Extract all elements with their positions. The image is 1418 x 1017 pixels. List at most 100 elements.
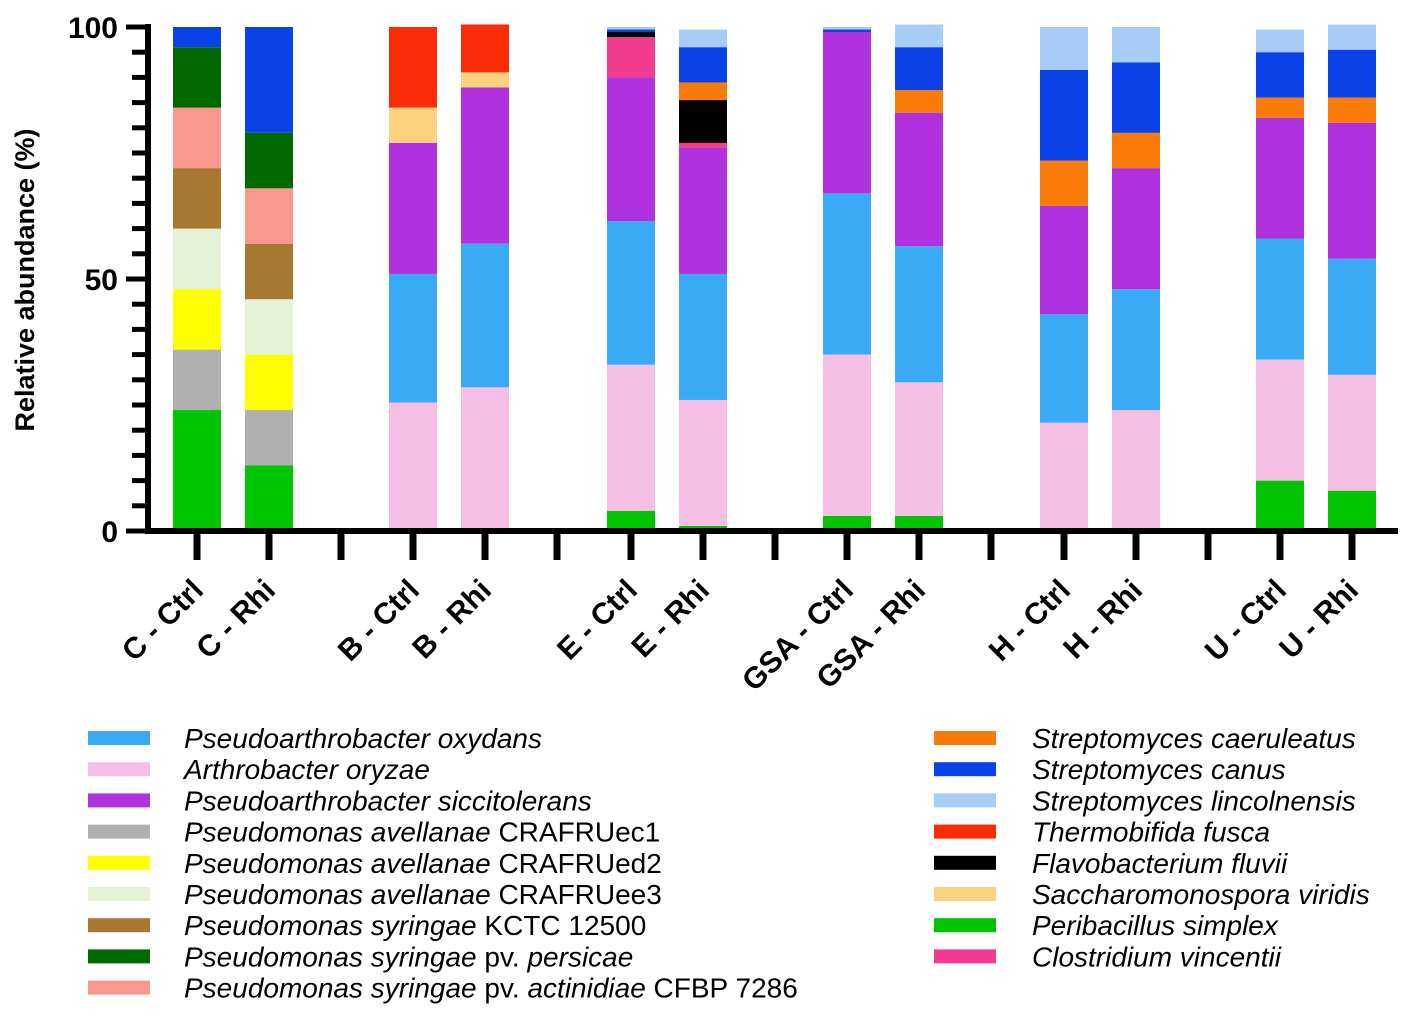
segment-c-ctrl-peribacillus <box>173 410 221 531</box>
legend-item-sicci: Pseudoarthrobacter siccitolerans <box>88 785 592 816</box>
segment-e-rhi-oxydans <box>679 273 727 400</box>
y-tick-label-100: 100 <box>68 12 118 45</box>
segment-b-rhi-thermo <box>461 24 509 73</box>
legend-item-ee3: Pseudomonas avellanae CRAFRUee3 <box>88 879 662 910</box>
segment-gsa-rhi-oxydans <box>895 246 943 383</box>
legend-item-canus: Streptomyces canus <box>934 754 1286 785</box>
segment-u-ctrl-lincolnensis <box>1256 29 1304 53</box>
legend-swatch-thermo <box>934 824 996 839</box>
legend-label-ed2: Pseudomonas avellanae CRAFRUed2 <box>184 848 662 879</box>
category-label-h-rhi: H - Rhi <box>1057 574 1149 666</box>
segment-b-ctrl-arthro <box>389 402 437 531</box>
axes: 0 50 100 <box>68 12 1398 560</box>
legend-label-arthro: Arthrobacter oryzae <box>182 754 430 785</box>
segment-c-ctrl-canus <box>173 27 221 48</box>
legend-label-ee3: Pseudomonas avellanae CRAFRUee3 <box>184 879 662 910</box>
segment-c-rhi-ed2 <box>245 354 293 411</box>
segment-gsa-ctrl-peribacillus <box>823 515 871 531</box>
segment-u-rhi-caeruleatus <box>1328 97 1376 123</box>
legend-item-ec1: Pseudomonas avellanae CRAFRUec1 <box>88 817 660 848</box>
legend-swatch-clostridium <box>934 949 996 964</box>
y-tick-label-50: 50 <box>85 264 118 297</box>
legend-swatch-kctc <box>88 918 150 933</box>
segment-u-ctrl-oxydans <box>1256 238 1304 360</box>
segment-e-ctrl-sicci <box>607 77 655 222</box>
segment-b-rhi-sicci <box>461 87 509 244</box>
legend-item-caeruleatus: Streptomyces caeruleatus <box>934 723 1356 754</box>
segment-h-ctrl-arthro <box>1040 422 1088 531</box>
legend-item-flavo: Flavobacterium fluvii <box>934 848 1288 879</box>
segment-u-ctrl-canus <box>1256 52 1304 98</box>
segment-c-rhi-kctc <box>245 243 293 300</box>
segment-h-rhi-sicci <box>1112 168 1160 290</box>
bar-c-ctrl <box>173 27 221 531</box>
segment-e-rhi-arthro <box>679 399 727 526</box>
y-ticks: 0 50 100 <box>68 12 148 549</box>
legend-swatch-oxydans <box>88 731 150 745</box>
segment-e-ctrl-oxydans <box>607 221 655 365</box>
bar-gsa-ctrl <box>823 27 871 531</box>
segment-e-rhi-canus <box>679 47 727 83</box>
y-axis-label: Relative abundance (%) <box>10 128 40 431</box>
segment-gsa-ctrl-canus <box>823 29 871 33</box>
segment-c-ctrl-persicae <box>173 47 221 108</box>
bar-gsa-rhi <box>895 24 943 531</box>
legend-swatch-ec1 <box>88 824 150 839</box>
segment-u-rhi-sicci <box>1328 122 1376 259</box>
segment-b-rhi-saccharo <box>461 72 509 88</box>
segment-u-ctrl-caeruleatus <box>1256 97 1304 118</box>
segment-u-rhi-canus <box>1328 49 1376 98</box>
legend-item-ed2: Pseudomonas avellanae CRAFRUed2 <box>88 848 662 879</box>
segment-b-rhi-oxydans <box>461 243 509 388</box>
legend-item-kctc: Pseudomonas syringae KCTC 12500 <box>88 910 646 941</box>
segment-e-ctrl-arthro <box>607 364 655 511</box>
segment-u-rhi-lincolnensis <box>1328 24 1376 50</box>
legend-label-persicae: Pseudomonas syringae pv. persicae <box>184 941 633 972</box>
segment-b-ctrl-thermo <box>389 27 437 108</box>
legend-item-persicae: Pseudomonas syringae pv. persicae <box>88 941 633 972</box>
segment-h-rhi-oxydans <box>1112 289 1160 411</box>
legend-label-lincolnensis: Streptomyces lincolnensis <box>1032 785 1356 816</box>
segment-c-rhi-persicae <box>245 132 293 189</box>
legend-label-sicci: Pseudoarthrobacter siccitolerans <box>184 785 592 816</box>
segment-h-ctrl-lincolnensis <box>1040 27 1088 70</box>
legend-swatch-canus <box>934 762 996 777</box>
category-label-b-rhi: B - Rhi <box>406 574 498 666</box>
segment-u-ctrl-peribacillus <box>1256 480 1304 531</box>
segment-c-rhi-actinidiae <box>245 188 293 244</box>
bar-area <box>173 24 1376 531</box>
legend-swatch-ed2 <box>88 855 150 870</box>
segment-c-ctrl-ec1 <box>173 349 221 411</box>
legend-item-arthro: Arthrobacter oryzae <box>88 754 430 785</box>
segment-b-ctrl-oxydans <box>389 273 437 403</box>
segment-e-ctrl-lincolnensis <box>607 27 655 30</box>
segment-gsa-ctrl-sicci <box>823 32 871 194</box>
legend-label-oxydans: Pseudoarthrobacter oxydans <box>184 723 542 754</box>
legend-label-caeruleatus: Streptomyces caeruleatus <box>1032 723 1356 754</box>
segment-c-ctrl-ed2 <box>173 289 221 350</box>
segment-e-rhi-lincolnensis <box>679 29 727 48</box>
bar-b-ctrl <box>389 27 437 531</box>
category-label-u-rhi: U - Rhi <box>1273 574 1365 666</box>
legend-swatch-arthro <box>88 762 150 777</box>
segment-b-ctrl-sicci <box>389 142 437 274</box>
segment-u-ctrl-arthro <box>1256 359 1304 481</box>
bar-h-rhi <box>1112 27 1160 531</box>
segment-b-rhi-arthro <box>461 387 509 531</box>
segment-gsa-rhi-caeruleatus <box>895 90 943 113</box>
segment-gsa-ctrl-oxydans <box>823 193 871 355</box>
legend-label-saccharo: Saccharomonospora viridis <box>1032 879 1370 910</box>
segment-u-rhi-oxydans <box>1328 258 1376 375</box>
legend-item-lincolnensis: Streptomyces lincolnensis <box>934 785 1356 816</box>
segment-c-rhi-ee3 <box>245 299 293 355</box>
segment-h-rhi-arthro <box>1112 410 1160 531</box>
bar-e-rhi <box>679 29 727 531</box>
legend-swatch-actinidiae <box>88 980 150 995</box>
legend-swatch-ee3 <box>88 887 150 901</box>
segment-gsa-rhi-sicci <box>895 112 943 247</box>
category-label-e-rhi: E - Rhi <box>625 574 716 665</box>
category-label-h-ctrl: H - Ctrl <box>983 574 1077 668</box>
segment-u-rhi-peribacillus <box>1328 490 1376 531</box>
